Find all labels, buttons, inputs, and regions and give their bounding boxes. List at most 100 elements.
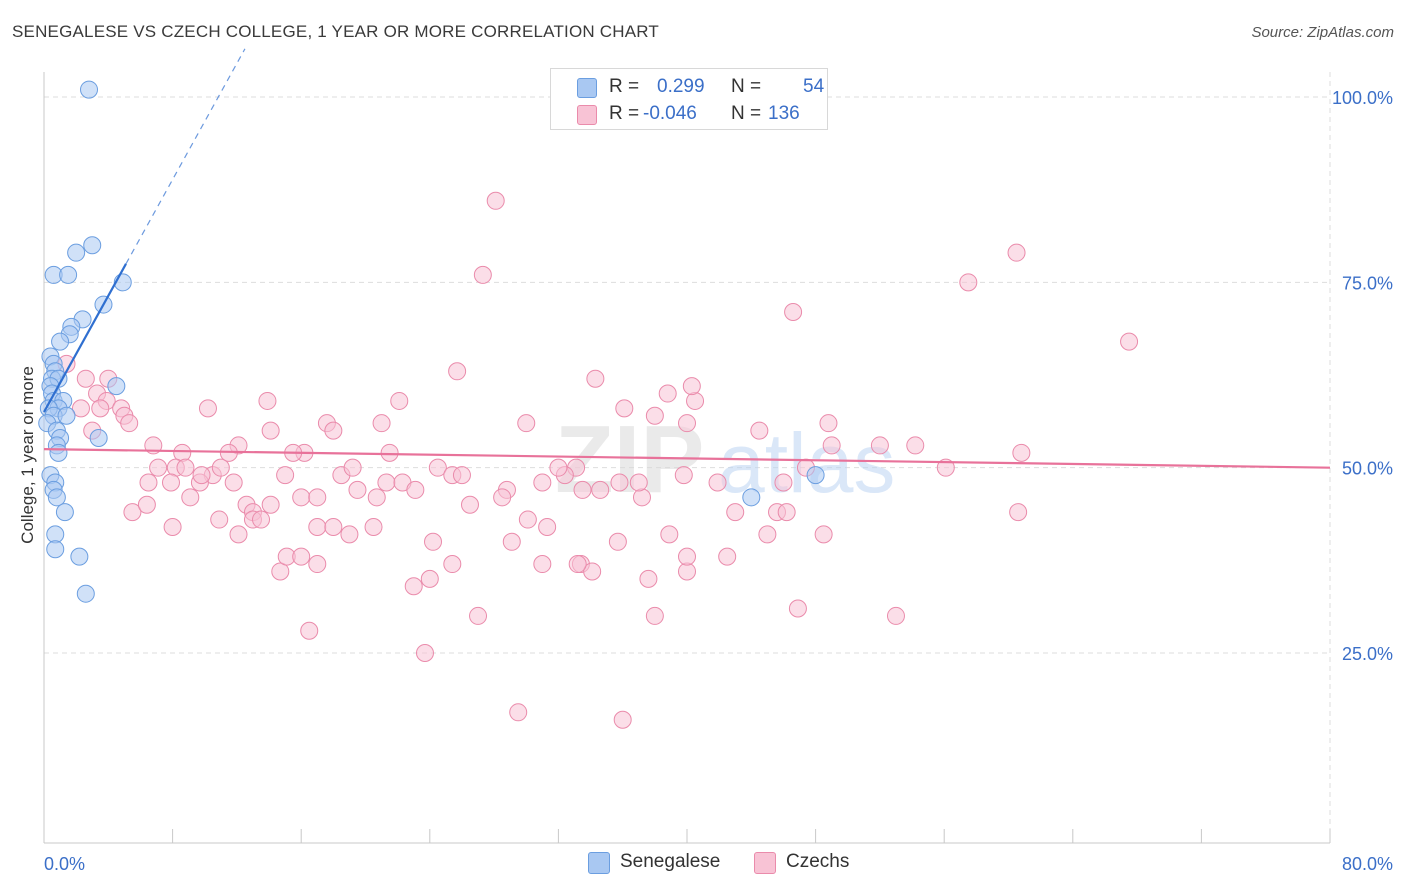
czechs-point [573, 480, 592, 499]
czechs-point [1009, 503, 1028, 522]
czechs-point [404, 577, 423, 596]
czechs-point [420, 569, 439, 588]
czechs-trend-line [43, 448, 1331, 469]
axes [43, 72, 1331, 844]
czechs-point [632, 488, 651, 507]
senegalese-point [76, 584, 95, 603]
czechs-point [610, 473, 629, 492]
czechs-point [726, 503, 745, 522]
czechs-point [308, 555, 327, 574]
czechs-point [517, 414, 536, 433]
czechs-point [660, 525, 679, 544]
czechs-point [473, 265, 492, 284]
x-tick-label: 0.0% [44, 854, 85, 874]
czechs-point [292, 547, 311, 566]
czechs-point [176, 458, 195, 477]
czechs-point [380, 443, 399, 462]
senegalese-point [55, 503, 74, 522]
senegalese-point [49, 443, 68, 462]
czechs-point [443, 555, 462, 574]
czechs-point [261, 421, 280, 440]
czechs-point [750, 421, 769, 440]
czechs-point [538, 517, 557, 536]
scatter-points [38, 80, 1139, 729]
czechs-point [252, 510, 271, 529]
y-tick-label: 50.0% [1342, 459, 1393, 479]
czechs-point [777, 503, 796, 522]
stats-legend-box: R = 0.299 N = 54 R = -0.046 N = 136 [550, 68, 828, 130]
czechs-point [343, 458, 362, 477]
czechs-point [936, 458, 955, 477]
czechs-point [1007, 243, 1026, 262]
czechs-point [549, 458, 568, 477]
czechs-point [870, 436, 889, 455]
senegalese-point [80, 80, 99, 99]
czechs-point [377, 473, 396, 492]
n-value: 136 [768, 103, 800, 124]
czechs-point [308, 517, 327, 536]
czechs-point [645, 606, 664, 625]
czechs-legend-swatch [754, 852, 776, 874]
czechs-point [292, 488, 311, 507]
czechs-point [814, 525, 833, 544]
czechs-point [428, 458, 447, 477]
czechs-point [708, 473, 727, 492]
y-tick-label: 100.0% [1332, 88, 1393, 108]
czechs-point [533, 473, 552, 492]
r-value: 0.299 [657, 76, 705, 97]
czechs-point [198, 399, 217, 418]
czechs-point [583, 562, 602, 581]
czechs-point [120, 414, 139, 433]
r-value: -0.046 [643, 103, 697, 124]
czechs-point [258, 391, 277, 410]
czechs-point [639, 569, 658, 588]
czechs-point [406, 480, 425, 499]
n-value: 54 [803, 76, 825, 97]
czechs-point [886, 606, 905, 625]
czechs-point [608, 532, 627, 551]
czechs-point [906, 436, 925, 455]
czechs-point [486, 191, 505, 210]
czechs-point [372, 414, 391, 433]
czechs-point [674, 466, 693, 485]
senegalese-point [107, 377, 126, 396]
czechs-point [149, 458, 168, 477]
czechs-point [784, 302, 803, 321]
senegalese-trend-line [43, 263, 127, 413]
czechs-point [686, 391, 705, 410]
czechs-point [493, 488, 512, 507]
czechs-point [210, 510, 229, 529]
czechs-point [76, 369, 95, 388]
senegalese-point [70, 547, 89, 566]
czechs-point [788, 599, 807, 618]
n-label: N = [731, 103, 762, 124]
legend-label: Senegalese [620, 851, 721, 872]
senegalese-point [89, 429, 108, 448]
czechs-point [340, 525, 359, 544]
czechs-point [822, 436, 841, 455]
czechs-point [224, 473, 243, 492]
czechs-point [271, 562, 290, 581]
czechs-point [645, 406, 664, 425]
czechs-point [1012, 443, 1031, 462]
senegalese-point [57, 406, 76, 425]
y-tick-label: 75.0% [1342, 273, 1393, 293]
x-tick-label: 80.0% [1342, 854, 1393, 874]
source-label: Source: ZipAtlas.com [1251, 24, 1394, 41]
y-tick-label: 25.0% [1342, 644, 1393, 664]
czechs-point [348, 480, 367, 499]
czechs-point [261, 495, 280, 514]
czechs-point [509, 703, 528, 722]
r-label: R = [609, 103, 640, 124]
czechs-point [678, 547, 696, 566]
senegalese-swatch [577, 78, 597, 98]
czechs-point [161, 473, 180, 492]
czechs-point [613, 710, 632, 729]
r-label: R = [609, 76, 640, 97]
senegalese-point [806, 466, 825, 485]
senegalese-point [742, 488, 761, 507]
czechs-point [469, 606, 488, 625]
senegalese-point [47, 488, 66, 507]
czechs-point [91, 399, 110, 418]
